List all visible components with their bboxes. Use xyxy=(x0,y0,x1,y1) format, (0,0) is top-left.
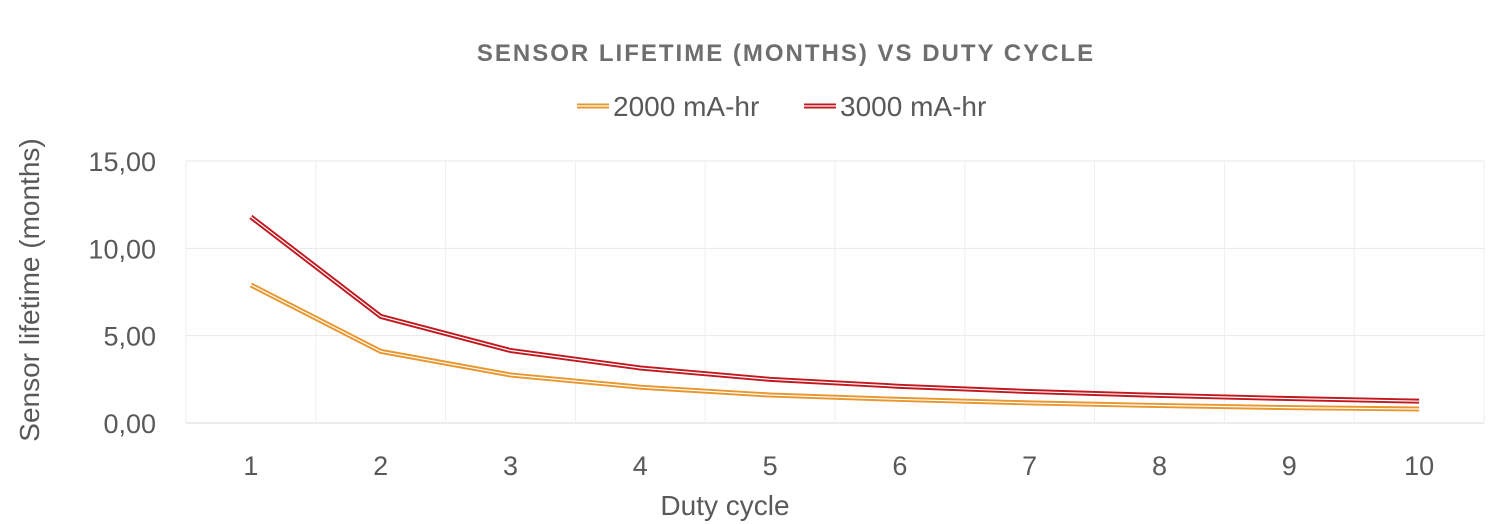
series-1 xyxy=(249,214,1420,404)
y-tick-label: 10,00 xyxy=(88,234,156,264)
legend: 2000 mA-hr 3000 mA-hr xyxy=(577,91,986,122)
legend-item-3000mah: 3000 mA-hr xyxy=(804,91,986,122)
x-axis-label: Duty cycle xyxy=(660,490,789,521)
x-tick-label: 4 xyxy=(633,451,648,481)
y-tick-label: 0,00 xyxy=(103,409,156,439)
y-axis-label: Sensor lifetime (months) xyxy=(14,138,45,441)
x-tick-label: 7 xyxy=(1022,451,1037,481)
x-axis-ticks: 1 2 3 4 5 6 7 8 9 10 xyxy=(243,451,1434,481)
x-tick-label: 10 xyxy=(1404,451,1434,481)
legend-label-2000mah: 2000 mA-hr xyxy=(613,91,759,122)
gridlines xyxy=(185,160,1485,424)
series-line-core xyxy=(250,284,1420,410)
x-tick-label: 6 xyxy=(892,451,907,481)
series-line-core xyxy=(250,216,1420,402)
series-lines xyxy=(249,214,1420,412)
y-axis-ticks: 0,00 5,00 10,00 15,00 xyxy=(88,147,156,439)
x-tick-label: 8 xyxy=(1152,451,1167,481)
x-tick-label: 3 xyxy=(503,451,518,481)
legend-item-2000mah: 2000 mA-hr xyxy=(577,91,759,122)
y-tick-label: 15,00 xyxy=(88,147,156,177)
x-tick-label: 5 xyxy=(763,451,778,481)
legend-label-3000mah: 3000 mA-hr xyxy=(840,91,986,122)
x-tick-label: 2 xyxy=(373,451,388,481)
chart-title: SENSOR LIFETIME (MONTHS) VS DUTY CYCLE xyxy=(477,40,1095,67)
x-tick-label: 9 xyxy=(1282,451,1297,481)
series-0 xyxy=(249,282,1420,412)
x-tick-label: 1 xyxy=(243,451,258,481)
y-tick-label: 5,00 xyxy=(103,322,156,352)
